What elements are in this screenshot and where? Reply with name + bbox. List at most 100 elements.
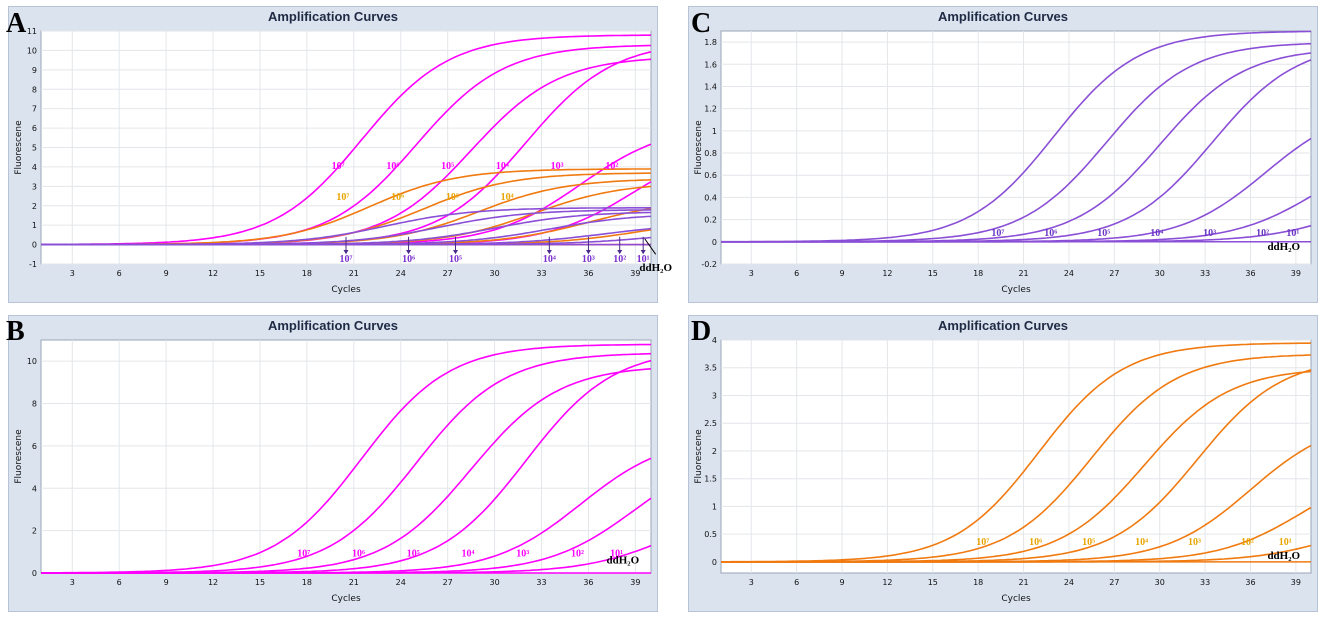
x-tick-label: 27 [443,269,453,278]
x-tick-label: 9 [164,269,169,278]
series-line [41,544,652,574]
x-tick-label: 15 [255,269,265,278]
curve-label: 10² [571,549,584,560]
curve-label: 10² [1241,537,1254,548]
y-tick-label: 11 [27,27,37,36]
y-tick-label: 3.5 [704,364,717,373]
curve-label: 10³ [1188,537,1201,548]
y-tick-label: 4 [712,336,717,345]
curve-label: 10⁷ [340,254,353,265]
x-tick-label: 30 [1155,578,1165,587]
curve-label: 10⁵ [446,192,459,203]
y-tick-label: 0.8 [704,149,717,158]
curve-label: 10³ [551,161,564,172]
curve-label: 10⁴ [462,549,475,560]
x-tick-label: 33 [1200,578,1210,587]
curve-label: 10² [1256,228,1269,239]
x-tick-label: 21 [1018,269,1028,278]
curve-label: 10³ [582,254,595,265]
y-tick-label: 0 [712,558,717,567]
x-axis-label: Cycles [1001,285,1031,295]
curve-label: 10⁵ [449,254,462,265]
plot-area [720,339,1312,574]
curve-label: 10⁷ [297,549,310,560]
curve-label: 10² [613,254,626,265]
y-tick-label: 0 [32,569,37,578]
x-tick-label: 6 [794,269,799,278]
x-tick-label: 39 [630,578,640,587]
x-tick-label: 15 [255,578,265,587]
curve-label: 10¹ [1279,537,1292,548]
curve-label: 10⁶ [402,254,415,265]
x-axis-label: Cycles [331,285,361,295]
panel-title: Amplification Curves [937,318,1069,333]
ddh2o-label: ddH₂O [1267,550,1300,562]
x-tick-label: 21 [1018,578,1028,587]
x-tick-label: 21 [349,269,359,278]
ddh2o-label: ddH₂O [607,555,640,567]
y-tick-label: 4 [32,484,37,493]
x-tick-label: 3 [70,578,75,587]
panel-letter-d: D [691,316,712,347]
curve-label: 10⁶ [352,549,365,560]
x-tick-label: 36 [1245,578,1255,587]
curve-label: 10⁶ [386,161,399,172]
x-tick-label: 6 [117,578,122,587]
x-tick-label: 39 [1291,578,1301,587]
x-tick-label: 24 [1064,578,1074,587]
y-tick-label: 1 [32,221,37,230]
x-tick-label: 6 [117,269,122,278]
curve-label: 10⁴ [496,161,509,172]
x-tick-label: 24 [396,269,406,278]
curve-label: 10⁷ [332,161,345,172]
x-tick-label: 27 [443,578,453,587]
panel-title: Amplification Curves [267,9,399,24]
x-tick-label: 9 [839,578,844,587]
x-tick-label: 33 [536,269,546,278]
y-tick-label: 3 [32,182,37,191]
x-tick-label: 30 [489,578,499,587]
x-tick-label: 30 [489,269,499,278]
y-tick-label: 10 [27,357,37,366]
panel-title: Amplification Curves [267,318,399,333]
y-tick-label: 2 [32,202,37,211]
curve-label: 10⁷ [336,192,349,203]
panel-letter-b: B [6,316,25,347]
arrow-head [617,250,623,255]
x-tick-label: 30 [1155,269,1165,278]
ddh2o-label: ddH₂O [1267,241,1300,253]
curve-label: 10⁶ [1029,537,1042,548]
panel-b: Amplification Curves 3 6 9 12 15 18 21 24 27 30 33… [8,315,658,612]
y-axis-label: Fluorescene [694,120,704,175]
panel-c: Amplification Curves 3 6 9 12 15 18 21 24 27 30 33… [688,6,1318,303]
chart-a: 3 6 9 12 15 18 21 24 27 30 33 36 39-101234567891011C… [14,27,672,295]
x-tick-label: 33 [536,578,546,587]
x-axis-label: Cycles [331,594,361,604]
x-tick-label: 9 [839,269,844,278]
x-tick-label: 12 [882,269,892,278]
curve-label: 10⁵ [407,549,420,560]
x-tick-label: 18 [973,269,983,278]
x-tick-label: 27 [1109,578,1119,587]
y-axis-label: Fluorescene [694,429,704,484]
y-tick-label: -0.2 [701,260,717,269]
y-tick-label: 6 [32,124,37,133]
x-tick-label: 33 [1200,269,1210,278]
x-tick-label: 15 [928,578,938,587]
y-tick-label: -1 [29,260,37,269]
y-tick-label: 2 [712,447,717,456]
x-tick-label: 15 [928,269,938,278]
curve-label: 10⁴ [543,254,556,265]
chart-c: 3 6 9 12 15 18 21 24 27 30 33 36 39-0.200.20.40.60.8… [694,30,1312,295]
x-tick-label: 36 [1245,269,1255,278]
y-tick-label: 4 [32,163,37,172]
y-tick-label: 0.5 [704,530,717,539]
curve-label: 10⁷ [991,228,1004,239]
x-tick-label: 12 [208,578,218,587]
panel-title: Amplification Curves [937,9,1069,24]
plot-area [40,339,652,574]
y-tick-label: 0.2 [704,216,717,225]
curve-label: 10³ [516,549,529,560]
panel-letter-a: A [6,8,27,39]
curve-label: 10¹ [637,254,650,265]
